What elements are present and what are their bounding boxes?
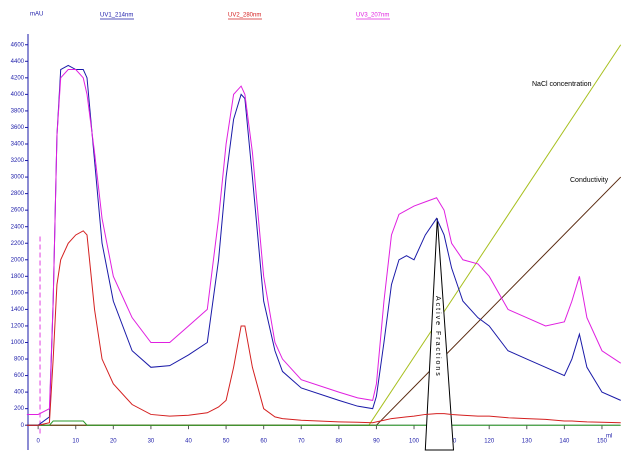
fraction-label: Active Fractions (434, 296, 441, 378)
x-axis-label: ml (606, 434, 612, 440)
x-tick-label: 120 (484, 439, 495, 445)
y-tick-label: 2600 (11, 208, 25, 214)
y-tick-label: 1200 (11, 324, 25, 330)
y-tick-label: 2800 (11, 191, 25, 197)
trace-line (26, 44, 622, 426)
y-tick-label: 2200 (11, 241, 25, 247)
legend-label: UV3_207nm (356, 13, 389, 19)
fraction-peak (424, 218, 455, 451)
trace-line (26, 176, 622, 426)
y-tick-label: 800 (14, 357, 25, 363)
y-axis-label: mAU (30, 12, 43, 18)
y-tick-label: 400 (14, 390, 25, 396)
x-tick-label: 0 (36, 439, 40, 445)
x-tick-label: 150 (597, 439, 608, 445)
x-tick-label: 60 (260, 439, 267, 445)
trace-label: Conductivity (570, 177, 609, 184)
x-tick-label: 50 (223, 439, 230, 445)
x-tick-label: 70 (298, 439, 305, 445)
y-tick-label: 3800 (11, 108, 25, 114)
y-tick-label: 4200 (11, 75, 25, 81)
x-tick-label: 40 (185, 439, 192, 445)
trace-line (26, 420, 621, 426)
x-tick-label: 10 (72, 439, 79, 445)
y-tick-label: 1800 (11, 274, 25, 280)
y-tick-label: 0 (21, 423, 25, 429)
legend-label: UV1_214nm (100, 13, 133, 19)
y-tick-label: 3200 (11, 158, 25, 164)
y-tick-label: 4000 (11, 92, 25, 98)
trace-label: NaCl concentration (532, 81, 592, 88)
y-tick-label: 3000 (11, 175, 25, 181)
y-tick-label: 200 (14, 406, 25, 412)
x-tick-label: 90 (373, 439, 380, 445)
x-tick-label: 80 (336, 439, 343, 445)
y-tick-label: 2000 (11, 257, 25, 263)
x-tick-label: 140 (559, 439, 570, 445)
y-tick-label: 3600 (11, 125, 25, 131)
y-tick-label: 600 (14, 373, 25, 379)
series-line (26, 64, 621, 426)
y-tick-label: 1400 (11, 307, 25, 313)
y-tick-label: 2400 (11, 224, 25, 230)
y-tick-label: 1000 (11, 340, 25, 346)
y-tick-label: 4400 (11, 59, 25, 65)
series-line (26, 230, 621, 426)
x-tick-label: 20 (110, 439, 117, 445)
x-tick-label: 100 (409, 439, 420, 445)
y-tick-label: 3400 (11, 142, 25, 148)
y-tick-label: 4600 (11, 42, 25, 48)
series-line (26, 69, 622, 415)
x-tick-label: 130 (522, 439, 533, 445)
legend-label: UV2_280nm (228, 13, 261, 19)
x-tick-label: 30 (148, 439, 155, 445)
y-tick-label: 1600 (11, 290, 25, 296)
